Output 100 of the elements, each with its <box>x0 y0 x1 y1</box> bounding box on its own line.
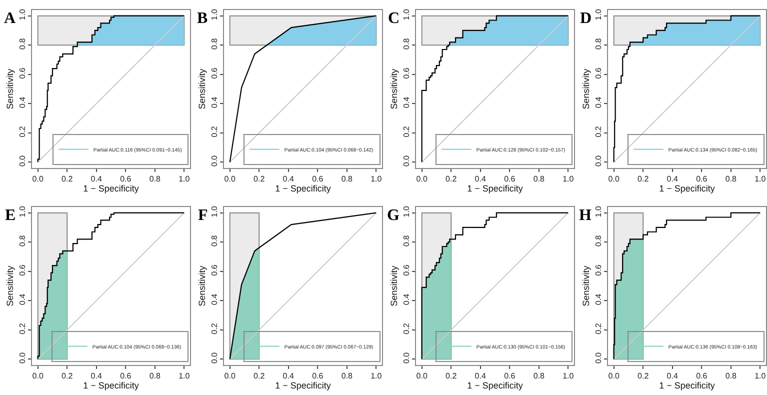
y-tick-label: 0.4 <box>18 293 27 305</box>
y-tick-label: 0.0 <box>594 154 603 167</box>
y-tick-label: 0.2 <box>594 126 603 138</box>
chart-title: A <box>4 10 16 27</box>
y-tick-label: 0.2 <box>594 322 603 334</box>
y-tick-label: 0.4 <box>402 96 411 108</box>
x-tick-label: 1.0 <box>562 174 574 184</box>
y-tick-label: 0.6 <box>402 264 411 276</box>
chart-title: H <box>579 207 592 224</box>
x-axis-title: 1 − Specificity <box>275 184 332 194</box>
x-tick-label: 0.0 <box>416 372 428 381</box>
x-tick-label: 0.4 <box>474 174 486 184</box>
x-tick-label: 1.0 <box>178 174 190 184</box>
y-tick-label: 0.2 <box>18 322 27 334</box>
x-tick-label: 0.8 <box>725 372 737 381</box>
x-tick-label: 0.2 <box>62 174 74 184</box>
y-tick-label: 0.4 <box>18 96 27 108</box>
x-tick-label: 0.8 <box>533 372 545 381</box>
x-tick-label: 1.0 <box>754 174 766 184</box>
x-tick-label: 1.0 <box>178 372 190 381</box>
y-tick-label: 0.2 <box>210 126 219 138</box>
x-tick-label: 0.6 <box>312 174 324 184</box>
y-tick-label: 1.0 <box>210 206 219 218</box>
chart-title: B <box>197 10 208 27</box>
x-axis-title: 1 − Specificity <box>659 380 716 391</box>
x-tick-label: 0.6 <box>696 372 708 381</box>
x-tick-label: 0.0 <box>224 372 236 381</box>
y-tick-label: 1.0 <box>402 8 411 20</box>
y-tick-label: 0.2 <box>18 126 27 138</box>
x-tick-label: 0.0 <box>416 174 428 184</box>
x-tick-label: 0.6 <box>120 174 132 184</box>
y-axis-title: Sensitivity <box>389 68 400 110</box>
x-tick-label: 0.2 <box>638 174 650 184</box>
x-tick-label: 0.8 <box>341 372 353 381</box>
y-tick-label: 0.0 <box>402 154 411 167</box>
y-tick-label: 0.2 <box>210 322 219 334</box>
y-tick-label: 0.8 <box>18 38 27 50</box>
y-tick-label: 0.2 <box>402 126 411 138</box>
x-tick-label: 0.2 <box>638 372 650 381</box>
y-tick-label: 0.8 <box>594 38 603 50</box>
y-tick-label: 0.4 <box>594 96 603 108</box>
y-tick-label: 0.8 <box>402 38 411 50</box>
y-tick-label: 0.4 <box>402 293 411 305</box>
x-axis-title: 1 − Specificity <box>467 184 524 194</box>
x-tick-label: 1.0 <box>754 372 766 381</box>
x-tick-label: 1.0 <box>370 372 382 381</box>
x-tick-label: 0.4 <box>282 174 294 184</box>
y-axis-title: Sensitivity <box>197 265 208 306</box>
x-tick-label: 0.6 <box>696 174 708 184</box>
y-tick-label: 0.6 <box>18 264 27 276</box>
x-tick-label: 0.0 <box>32 174 44 184</box>
x-tick-label: 0.4 <box>90 174 102 184</box>
x-tick-label: 0.0 <box>608 372 620 381</box>
x-tick-label: 0.0 <box>32 372 44 381</box>
y-tick-label: 0.6 <box>18 67 27 79</box>
x-tick-label: 0.4 <box>282 372 294 381</box>
chart-title: F <box>198 207 208 224</box>
x-tick-label: 0.8 <box>149 174 161 184</box>
y-tick-label: 0.8 <box>210 38 219 50</box>
chart-title: C <box>388 10 400 27</box>
x-tick-label: 0.8 <box>149 372 161 381</box>
x-tick-label: 0.8 <box>533 174 545 184</box>
x-tick-label: 0.6 <box>504 174 516 184</box>
y-tick-label: 1.0 <box>594 8 603 20</box>
x-tick-label: 0.6 <box>312 372 324 381</box>
x-tick-label: 0.4 <box>474 372 486 381</box>
y-axis-title: Sensitivity <box>5 265 16 306</box>
x-tick-label: 0.8 <box>725 174 737 184</box>
y-tick-label: 0.0 <box>402 352 411 364</box>
y-tick-label: 1.0 <box>18 8 27 20</box>
x-axis-title: 1 − Specificity <box>659 184 716 194</box>
x-tick-label: 0.2 <box>254 372 266 381</box>
y-tick-label: 0.6 <box>210 67 219 79</box>
chart-title: G <box>387 207 400 224</box>
x-tick-label: 1.0 <box>370 174 382 184</box>
x-tick-label: 1.0 <box>562 372 574 381</box>
x-tick-label: 0.4 <box>666 174 678 184</box>
y-tick-label: 0.6 <box>402 67 411 79</box>
y-tick-label: 0.0 <box>210 352 219 364</box>
x-axis-title: 1 − Specificity <box>83 380 140 391</box>
y-tick-label: 0.4 <box>210 96 219 108</box>
x-tick-label: 0.6 <box>120 372 132 381</box>
y-tick-label: 0.0 <box>594 352 603 364</box>
y-tick-label: 0.4 <box>210 293 219 305</box>
y-axis-title: Sensitivity <box>581 68 592 110</box>
y-tick-label: 0.8 <box>210 234 219 246</box>
y-axis-title: Sensitivity <box>581 265 592 306</box>
y-tick-label: 0.8 <box>402 234 411 246</box>
y-tick-label: 0.2 <box>402 322 411 334</box>
y-tick-label: 0.8 <box>594 234 603 246</box>
x-axis-title: 1 − Specificity <box>83 184 140 194</box>
x-tick-label: 0.4 <box>666 372 678 381</box>
x-tick-label: 0.2 <box>446 372 458 381</box>
y-tick-label: 0.6 <box>210 264 219 276</box>
y-tick-label: 0.0 <box>210 154 219 167</box>
y-tick-label: 0.4 <box>594 293 603 305</box>
y-tick-label: 0.8 <box>18 234 27 246</box>
x-axis-title: 1 − Specificity <box>275 380 332 391</box>
y-tick-label: 0.6 <box>594 67 603 79</box>
x-tick-label: 0.6 <box>504 372 516 381</box>
